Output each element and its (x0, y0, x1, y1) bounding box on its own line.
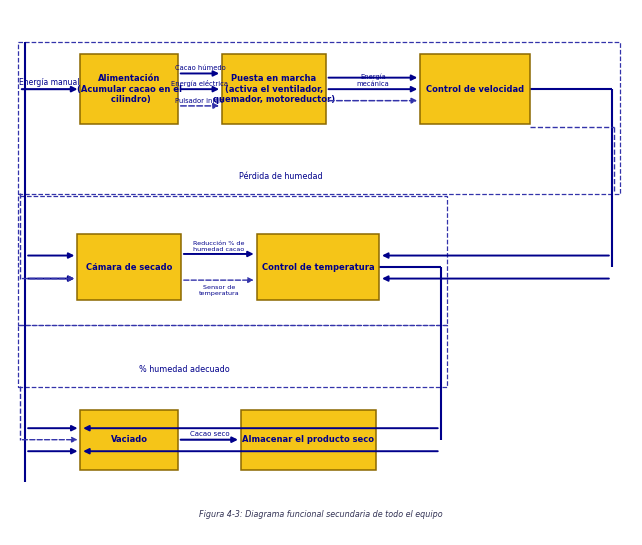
FancyBboxPatch shape (420, 54, 530, 124)
Text: Cámara de secado: Cámara de secado (86, 263, 172, 271)
Text: Cacao húmedo: Cacao húmedo (175, 65, 225, 71)
FancyBboxPatch shape (222, 54, 325, 124)
Text: Reducción % de
humedad cacao: Reducción % de humedad cacao (193, 241, 245, 252)
FancyBboxPatch shape (80, 54, 178, 124)
Text: Control de velocidad: Control de velocidad (426, 84, 525, 94)
Text: Alimentación
(Acumular cacao en el
 cilindro): Alimentación (Acumular cacao en el cilin… (76, 74, 182, 105)
Text: Almacenar el producto seco: Almacenar el producto seco (243, 435, 374, 444)
Text: Energía eléctrica: Energía eléctrica (171, 80, 229, 87)
Text: Puesta en marcha
(activa el ventilador,
quemador, motoreductor): Puesta en marcha (activa el ventilador, … (213, 74, 335, 105)
Text: Energía
mecánica: Energía mecánica (356, 74, 389, 87)
Text: Figura 4-3: Diagrama funcional secundaria de todo el equipo: Figura 4-3: Diagrama funcional secundari… (199, 510, 443, 519)
Text: Sensor de
temperatura: Sensor de temperatura (198, 286, 239, 296)
FancyBboxPatch shape (241, 410, 376, 470)
Text: Energía manual: Energía manual (19, 77, 80, 87)
FancyBboxPatch shape (77, 234, 181, 300)
Text: Vaciado: Vaciado (110, 435, 148, 444)
Text: Cacao seco: Cacao seco (189, 431, 229, 437)
Text: Pulsador inicio: Pulsador inicio (175, 98, 225, 104)
FancyBboxPatch shape (80, 410, 178, 470)
Text: Pérdida de humedad: Pérdida de humedad (239, 172, 323, 181)
FancyBboxPatch shape (257, 234, 379, 300)
Text: Control de temperatura: Control de temperatura (261, 263, 374, 271)
Text: % humedad adecuado: % humedad adecuado (139, 365, 229, 374)
